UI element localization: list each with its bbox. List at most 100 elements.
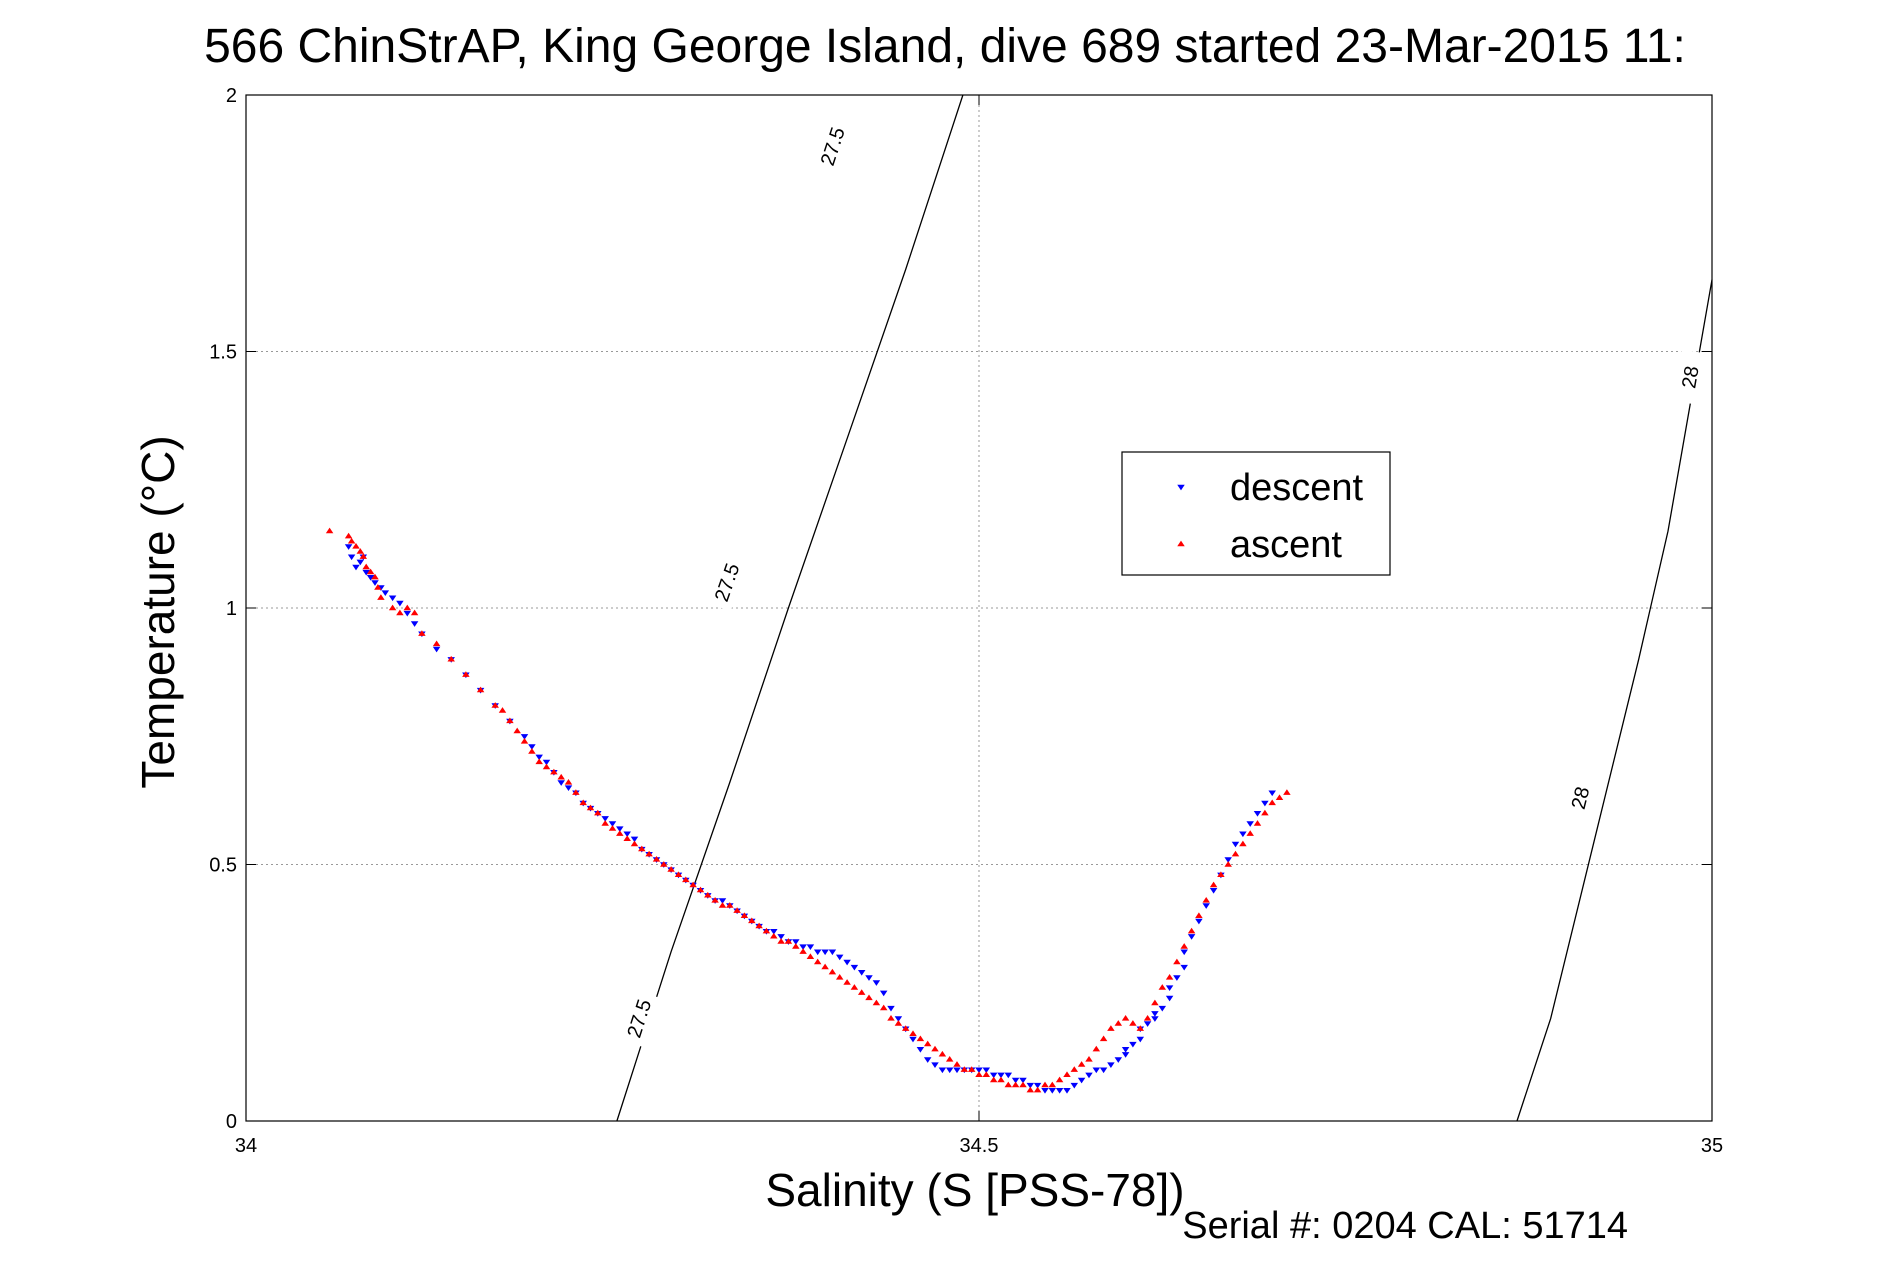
ascent-point: [916, 1035, 925, 1042]
descent-point: [828, 949, 837, 956]
ascent-point: [682, 876, 690, 883]
ascent-point: [733, 907, 741, 913]
ascent-point: [879, 1004, 888, 1011]
ascent-point: [975, 1071, 983, 1077]
ascent-point: [1011, 1081, 1020, 1088]
descent-point: [1180, 949, 1188, 956]
ascent-point: [740, 912, 749, 918]
ascent-point: [762, 927, 771, 934]
ascent-point: [1077, 1061, 1086, 1067]
descent-point: [1209, 888, 1218, 894]
ascent-point: [1143, 1014, 1152, 1021]
descent-point: [1055, 1088, 1064, 1094]
ascent-point: [1195, 912, 1203, 918]
ascent-point: [945, 1055, 954, 1062]
density-contour-line: [616, 94, 964, 1122]
ascent-point: [813, 958, 822, 965]
ascent-point: [535, 758, 543, 765]
contour-label: 27.5: [623, 997, 656, 1041]
descent-point: [616, 826, 624, 833]
y-axis-title: Temperature (°C): [132, 435, 184, 788]
ascent-point: [755, 922, 763, 929]
descent-point: [1099, 1067, 1108, 1074]
ascent-point: [638, 845, 646, 852]
ascent-point: [689, 881, 697, 888]
descent-point: [362, 569, 370, 576]
descent-point: [1004, 1072, 1013, 1079]
descent-point: [1041, 1088, 1049, 1094]
ascent-point: [1231, 850, 1240, 857]
ascent-point: [909, 1030, 917, 1036]
ascent-point: [528, 748, 536, 754]
ascent-point: [418, 630, 426, 636]
ascent-point: [410, 609, 419, 616]
ascent-point: [608, 825, 617, 831]
ascent-point: [601, 820, 609, 826]
descent-point: [1048, 1088, 1057, 1094]
ascent-point: [931, 1045, 939, 1052]
descent-point: [821, 949, 829, 956]
ascent-point: [938, 1050, 947, 1057]
ascent-point: [828, 968, 837, 975]
descent-point: [813, 949, 822, 956]
descent-point: [1077, 1077, 1086, 1084]
ascent-point: [748, 917, 756, 924]
ascent-point: [344, 532, 353, 539]
ascent-point: [850, 984, 859, 990]
descent-point: [909, 1036, 917, 1043]
ascent-point: [1283, 789, 1291, 795]
ascent-point: [572, 789, 580, 795]
ascent-point: [894, 1020, 903, 1026]
ascent-point: [674, 871, 683, 877]
ascent-point: [513, 727, 521, 734]
ascent-point: [784, 938, 793, 944]
descent-point: [931, 1062, 939, 1069]
descent-point: [1070, 1082, 1079, 1089]
ascent-point: [579, 799, 587, 806]
ascent-point: [835, 973, 844, 980]
ascent-point: [362, 563, 370, 570]
ascent-point: [1107, 1025, 1115, 1031]
ascent-point: [967, 1066, 976, 1072]
descent-point: [1165, 985, 1174, 992]
y-tick-label: 2: [226, 85, 237, 107]
ascent-point: [356, 548, 365, 554]
descent-point: [1173, 975, 1181, 981]
ascent-point: [901, 1025, 910, 1031]
density-contour-line: [1516, 279, 1713, 1122]
ascent-point: [325, 527, 334, 534]
ascent-point: [792, 943, 800, 949]
ascent-point: [506, 717, 514, 724]
descent-point: [938, 1067, 947, 1074]
descent-point: [792, 939, 800, 945]
ascent-point: [403, 604, 412, 611]
descent-point: [542, 759, 551, 766]
ascent-point: [660, 861, 668, 867]
ascent-point: [476, 686, 485, 693]
ascent-point: [359, 553, 368, 559]
contour-label-bg: [1672, 349, 1708, 405]
descent-point: [630, 836, 639, 843]
descent-point: [1143, 1021, 1152, 1027]
ascent-point: [1055, 1076, 1064, 1083]
descent-point: [432, 646, 441, 653]
descent-point: [1261, 800, 1269, 807]
descent-point: [857, 970, 866, 976]
descent-point: [528, 744, 536, 750]
descent-point: [850, 964, 859, 971]
ascent-point: [586, 804, 595, 811]
contour-label: 28: [1568, 785, 1595, 812]
descent-point: [1092, 1067, 1101, 1074]
ascent-point: [542, 763, 551, 770]
ascent-point: [1158, 984, 1167, 990]
descent-point: [1085, 1072, 1093, 1079]
descent-point: [997, 1072, 1005, 1079]
x-tick-label: 34.5: [960, 1135, 999, 1157]
descent-point: [1011, 1077, 1020, 1084]
descent-point: [945, 1067, 954, 1074]
descent-point: [1187, 934, 1196, 940]
descent-point: [1231, 841, 1240, 848]
ascent-point: [1275, 794, 1284, 800]
ascent-point: [645, 850, 653, 857]
descent-point: [989, 1072, 998, 1079]
